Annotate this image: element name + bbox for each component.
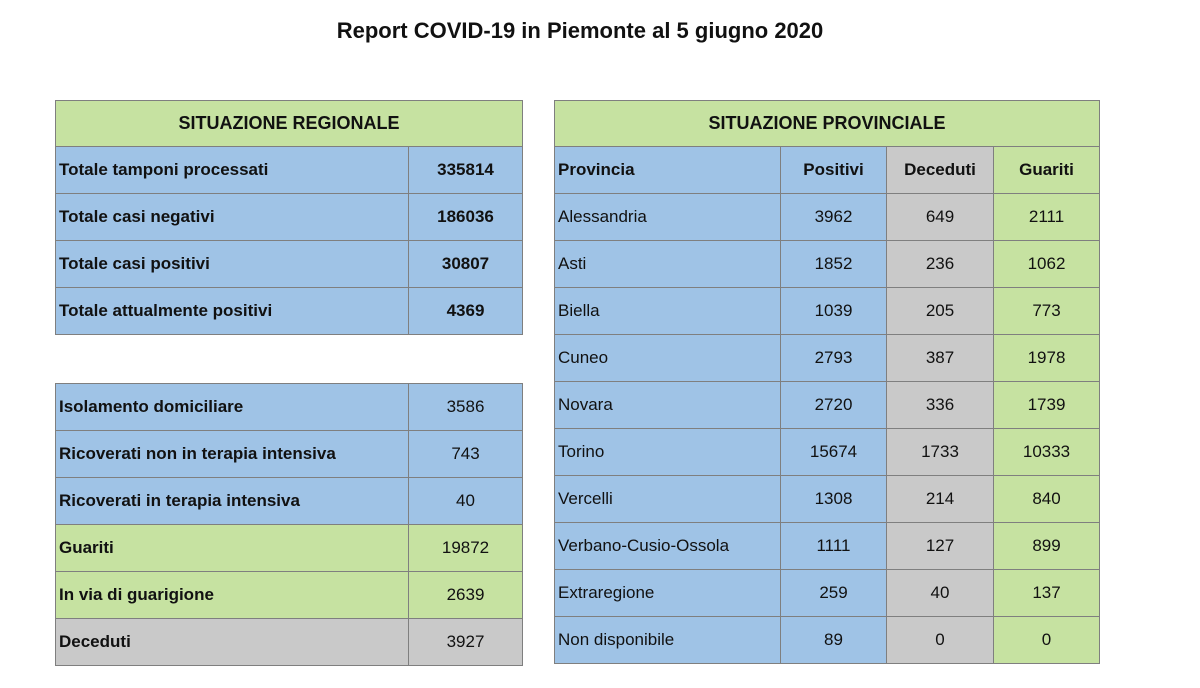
table-row: In via di guarigione 2639: [55, 571, 523, 619]
row-value: 19872: [408, 524, 523, 572]
table-row: Totale tamponi processati 335814: [55, 146, 524, 194]
table-row: Novara 2720 336 1739: [554, 381, 1101, 429]
deceduti-value: 40: [886, 569, 994, 617]
table-row: Guariti 19872: [55, 524, 523, 572]
table-row: Ricoverati in terapia intensiva 40: [55, 477, 523, 525]
deceduti-value: 336: [886, 381, 994, 429]
table-row: Totale casi positivi 30807: [55, 240, 524, 288]
positivi-value: 2793: [780, 334, 887, 382]
guariti-value: 1978: [992, 334, 1101, 382]
row-label: Totale casi positivi: [55, 240, 409, 288]
provincial-header: SITUAZIONE PROVINCIALE: [553, 100, 1101, 147]
row-value: 4369: [407, 287, 524, 335]
row-value: 40: [408, 477, 523, 525]
deceduti-value: 236: [886, 240, 994, 288]
guariti-value: 10333: [992, 428, 1101, 476]
table-row: Cuneo 2793 387 1978: [554, 334, 1101, 382]
column-header-guariti: Guariti: [992, 146, 1101, 194]
guariti-value: 773: [992, 287, 1101, 335]
row-label: Totale attualmente positivi: [55, 287, 409, 335]
deceduti-value: 1733: [886, 428, 994, 476]
province-name: Torino: [554, 428, 781, 476]
positivi-value: 1039: [780, 287, 887, 335]
deceduti-value: 0: [886, 616, 994, 664]
table-row: Verbano-Cusio-Ossola 1111 127 899: [554, 522, 1101, 570]
row-value: 743: [408, 430, 523, 478]
province-name: Extraregione: [554, 569, 781, 617]
deceduti-value: 649: [886, 193, 994, 241]
province-name: Asti: [554, 240, 781, 288]
row-label: Ricoverati in terapia intensiva: [55, 477, 409, 525]
table-row: Torino 15674 1733 10333: [554, 428, 1101, 476]
column-header-deceduti: Deceduti: [886, 146, 994, 194]
guariti-value: 840: [992, 475, 1101, 523]
row-value: 2639: [408, 571, 523, 619]
table-row: Ricoverati non in terapia intensiva 743: [55, 430, 523, 478]
guariti-value: 0: [992, 616, 1101, 664]
row-value: 335814: [407, 146, 524, 194]
table-row: Vercelli 1308 214 840: [554, 475, 1101, 523]
row-label: In via di guarigione: [55, 571, 409, 619]
positivi-value: 1111: [780, 522, 887, 570]
positivi-value: 2720: [780, 381, 887, 429]
row-label: Deceduti: [55, 618, 409, 666]
row-label: Isolamento domiciliare: [55, 383, 409, 431]
guariti-value: 2111: [992, 193, 1101, 241]
row-value: 30807: [407, 240, 524, 288]
provincial-table: SITUAZIONE PROVINCIALE Provincia Positiv…: [553, 100, 1101, 664]
deceduti-value: 214: [886, 475, 994, 523]
row-label: Totale casi negativi: [55, 193, 409, 241]
table-row: Deceduti 3927: [55, 618, 523, 666]
table-row: Extraregione 259 40 137: [554, 569, 1101, 617]
row-label: Guariti: [55, 524, 409, 572]
regional-header: SITUAZIONE REGIONALE: [54, 100, 524, 147]
column-header-positivi: Positivi: [780, 146, 887, 194]
province-name: Verbano-Cusio-Ossola: [554, 522, 781, 570]
regional-summary-table: SITUAZIONE REGIONALE Totale tamponi proc…: [54, 100, 524, 335]
positivi-value: 3962: [780, 193, 887, 241]
guariti-value: 137: [992, 569, 1101, 617]
positivi-value: 1852: [780, 240, 887, 288]
column-header-row: Provincia Positivi Deceduti Guariti: [554, 146, 1101, 194]
row-value: 3927: [408, 618, 523, 666]
row-label: Totale tamponi processati: [55, 146, 409, 194]
positivi-value: 15674: [780, 428, 887, 476]
column-header-provincia: Provincia: [554, 146, 781, 194]
province-name: Novara: [554, 381, 781, 429]
guariti-value: 1062: [992, 240, 1101, 288]
positivi-value: 259: [780, 569, 887, 617]
positivi-value: 89: [780, 616, 887, 664]
deceduti-value: 127: [886, 522, 994, 570]
province-name: Non disponibile: [554, 616, 781, 664]
regional-breakdown-table: Isolamento domiciliare 3586 Ricoverati n…: [55, 383, 523, 666]
guariti-value: 1739: [992, 381, 1101, 429]
positivi-value: 1308: [780, 475, 887, 523]
row-label: Ricoverati non in terapia intensiva: [55, 430, 409, 478]
province-name: Vercelli: [554, 475, 781, 523]
table-row: Totale casi negativi 186036: [55, 193, 524, 241]
row-value: 3586: [408, 383, 523, 431]
table-row: Alessandria 3962 649 2111: [554, 193, 1101, 241]
table-row: Non disponibile 89 0 0: [554, 616, 1101, 664]
page-title: Report COVID-19 in Piemonte al 5 giugno …: [336, 18, 824, 43]
deceduti-value: 205: [886, 287, 994, 335]
province-name: Biella: [554, 287, 781, 335]
province-name: Cuneo: [554, 334, 781, 382]
table-row: Asti 1852 236 1062: [554, 240, 1101, 288]
row-value: 186036: [407, 193, 524, 241]
deceduti-value: 387: [886, 334, 994, 382]
table-row: Isolamento domiciliare 3586: [55, 383, 523, 431]
table-row: Totale attualmente positivi 4369: [55, 287, 524, 335]
province-name: Alessandria: [554, 193, 781, 241]
table-row: Biella 1039 205 773: [554, 287, 1101, 335]
provincial-rows: Alessandria 3962 649 2111 Asti 1852 236 1062 Bie…: [554, 193, 1101, 664]
guariti-value: 899: [992, 522, 1101, 570]
